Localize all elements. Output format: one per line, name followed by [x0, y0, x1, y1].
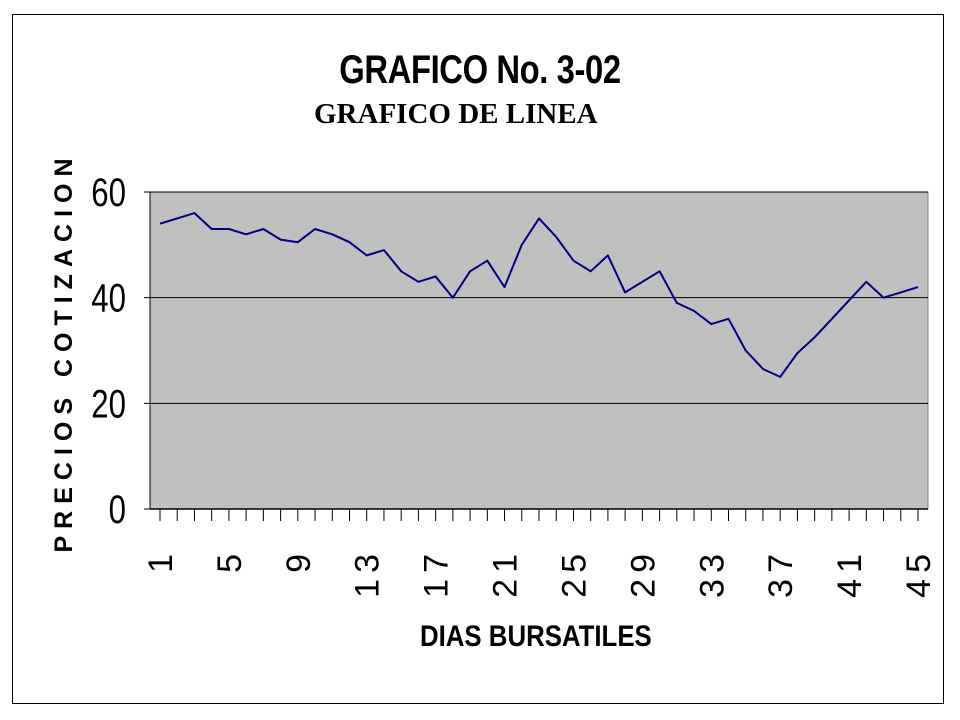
x-tick-label: 13 [349, 548, 387, 598]
chart-subtitle: GRAFICO DE LINEA [314, 98, 598, 130]
y-tick-label: 0 [109, 487, 126, 532]
x-axis-label: DIAS BURSATILES [420, 620, 652, 653]
chart-title: GRAFICO No. 3-02 [339, 48, 621, 92]
x-tick-label: 5 [211, 548, 249, 573]
x-tick-label: 33 [693, 548, 731, 598]
x-tick-label: 41 [831, 548, 869, 598]
x-tick-label: 9 [280, 548, 318, 573]
x-tick-label: 1 [142, 548, 180, 573]
plot-area [149, 191, 929, 510]
x-tick-label: 21 [487, 548, 525, 598]
y-tick-label: 40 [91, 276, 126, 321]
series-line [159, 212, 919, 378]
y-tick-label: 20 [91, 382, 126, 427]
y-tick-label: 60 [91, 170, 126, 215]
x-tick-label: 37 [762, 548, 800, 598]
x-tick-label: 29 [624, 548, 662, 598]
x-tick-label: 45 [900, 548, 938, 598]
y-axis-label: PRECIOS COTIZACION [50, 151, 78, 552]
x-tick-label: 17 [418, 548, 456, 598]
x-tick-label: 25 [555, 548, 593, 598]
